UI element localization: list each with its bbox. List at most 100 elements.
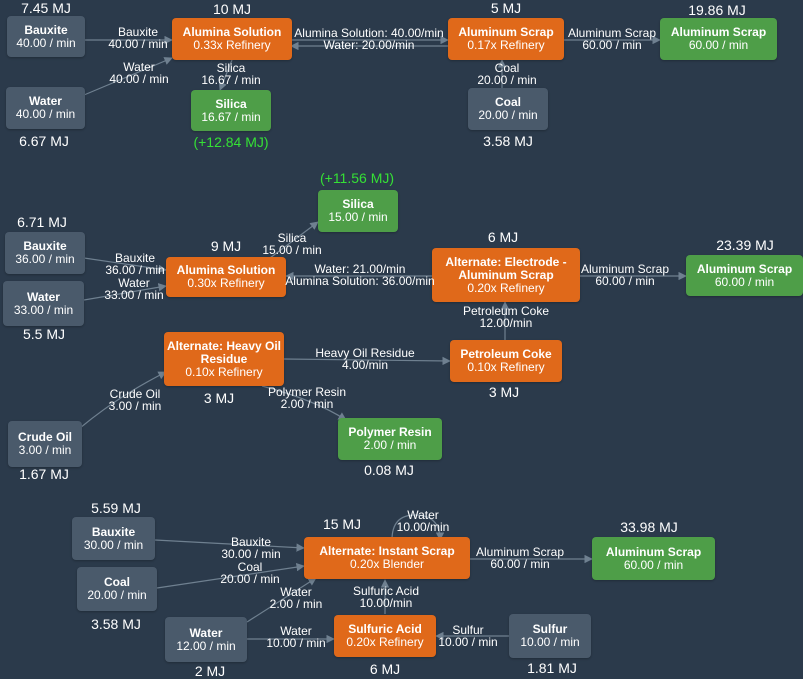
node-title: Aluminum Scrap xyxy=(458,25,554,39)
node-title: Alumina Solution xyxy=(182,25,282,39)
energy-scrap-1: 5 MJ xyxy=(490,0,522,16)
node-rate: 60.00 / min xyxy=(714,274,775,289)
edge-label-e7: Silica 15.00 / min xyxy=(262,231,322,257)
node-rate: 2.00 / min xyxy=(363,438,417,452)
node-water-3[interactable]: Water 12.00 / min xyxy=(165,617,247,662)
edge-water-to-instant xyxy=(246,577,317,623)
energy-sulfur: 1.81 MJ xyxy=(527,660,577,676)
edge-label-e17: Coal 20.00 / min xyxy=(220,560,280,586)
node-recipe: 0.33x Refinery xyxy=(193,38,271,52)
node-aluminum-scrap-output-3[interactable]: Aluminum Scrap 60.00 / min xyxy=(592,537,715,580)
node-silica-2[interactable]: Silica 15.00 / min xyxy=(318,190,398,232)
edge-coal-to-instant xyxy=(156,562,305,589)
node-title: Bauxite xyxy=(91,524,136,539)
node-recipe: 0.20x Refinery xyxy=(346,635,424,649)
node-sulfuric-acid[interactable]: Sulfuric Acid 0.20x Refinery xyxy=(334,615,436,657)
energy-heavy-oil-residue: 3 MJ xyxy=(203,390,235,406)
node-rate: 33.00 / min xyxy=(13,302,74,317)
node-title: Polymer Resin xyxy=(348,425,432,439)
node-silica-1[interactable]: Silica 16.67 / min xyxy=(191,90,271,131)
node-title: Alternate: Electrode - Aluminum Scrap xyxy=(445,254,567,282)
node-title: Water xyxy=(27,289,60,304)
node-crude-oil[interactable]: Crude Oil 3.00 / min xyxy=(8,421,82,467)
node-bauxite-3[interactable]: Bauxite 30.00 / min xyxy=(72,517,155,560)
node-title: Aluminum Scrap xyxy=(605,544,702,559)
edge-label-e22: Water 10.00 / min xyxy=(266,624,326,650)
node-alumina-solution-2[interactable]: Alumina Solution 0.30x Refinery xyxy=(166,257,286,297)
node-title: Coal xyxy=(103,575,130,589)
energy-bauxite-1: 7.45 MJ xyxy=(21,0,71,16)
edge-heavyoil-to-petcoke xyxy=(283,356,451,366)
edge-instant-water-loop xyxy=(391,514,445,541)
edge-label-e11: Aluminum Scrap 60.00 / min xyxy=(580,262,670,288)
edge-alumina-to-silica-1 xyxy=(218,59,233,91)
node-aluminum-scrap-output-2[interactable]: Aluminum Scrap 60.00 / min xyxy=(686,255,803,296)
edge-label-e6: Aluminum Scrap 60.00 / min xyxy=(567,26,657,52)
edge-water-to-alumina-1 xyxy=(83,57,173,96)
energy-silica-1: (+12.84 MJ) xyxy=(193,134,269,150)
edge-label-e15: Polymer Resin 2.00 / min xyxy=(267,385,347,411)
node-polymer-resin[interactable]: Polymer Resin 2.00 / min xyxy=(338,418,442,460)
node-sulfur[interactable]: Sulfur 10.00 / min xyxy=(509,614,591,658)
energy-coal-1: 3.58 MJ xyxy=(483,133,533,149)
edge-alumina-to-silica-2 xyxy=(269,221,319,259)
node-recipe: 0.17x Refinery xyxy=(467,38,545,52)
node-rate: 15.00 / min xyxy=(328,210,388,224)
node-aluminum-scrap-recipe-1[interactable]: Aluminum Scrap 0.17x Refinery xyxy=(448,18,564,60)
energy-petroleum-coke: 3 MJ xyxy=(488,384,520,400)
energy-water-2: 5.5 MJ xyxy=(22,326,66,342)
node-rate: 40.00 / min xyxy=(16,35,76,50)
energy-aluminum-scrap-output-2: 23.39 MJ xyxy=(716,237,774,253)
energy-instant-scrap: 15 MJ xyxy=(322,516,362,532)
node-coal-1[interactable]: Coal 20.00 / min xyxy=(468,88,548,130)
node-bauxite-1[interactable]: Bauxite 40.00 / min xyxy=(7,16,85,57)
node-rate: 60.00 / min xyxy=(688,38,749,52)
edge-label-e8: Bauxite 36.00 / min xyxy=(105,251,165,277)
energy-coal-3: 3.58 MJ xyxy=(91,616,141,632)
node-heavy-oil-residue[interactable]: Alternate: Heavy Oil Residue 0.10x Refin… xyxy=(164,332,284,386)
edge-label-e4: Alumina Solution: 40.00/min Water: 20.00/… xyxy=(294,26,444,52)
node-instant-scrap[interactable]: Alternate: Instant Scrap 0.20x Blender xyxy=(304,537,470,579)
node-water-2[interactable]: Water 33.00 / min xyxy=(3,281,84,326)
node-title: Aluminum Scrap xyxy=(696,261,793,276)
node-title: Petroleum Coke xyxy=(460,347,552,361)
energy-bauxite-2: 6.71 MJ xyxy=(17,214,67,230)
node-bauxite-2[interactable]: Bauxite 36.00 / min xyxy=(5,232,85,274)
node-title: Bauxite xyxy=(24,22,68,37)
edge-label-e5: Coal 20.00 / min xyxy=(477,61,537,87)
node-rate: 20.00 / min xyxy=(478,108,538,122)
edge-label-e3: Silica 16.67 / min xyxy=(201,61,261,87)
energy-aluminum-scrap-output-1: 19.86 MJ xyxy=(688,2,746,18)
node-title: Silica xyxy=(342,197,374,211)
edge-label-e9: Water 33.00 / min xyxy=(104,276,164,302)
edge-crudeoil-to-heavyoil xyxy=(79,371,167,429)
edge-heavyoil-to-polymer xyxy=(261,385,347,421)
node-water-1[interactable]: Water 40.00 / min xyxy=(6,87,85,129)
edge-label-e1: Bauxite 40.00 / min xyxy=(108,25,168,51)
edge-label-e16: Bauxite 30.00 / min xyxy=(221,535,281,561)
edge-label-e2: Water 40.00 / min xyxy=(109,60,169,86)
node-title: Crude Oil xyxy=(17,430,72,444)
node-rate: 36.00 / min xyxy=(15,252,75,266)
edge-label-e23: Sulfur 10.00 / min xyxy=(438,623,498,649)
node-alumina-solution-1[interactable]: Alumina Solution 0.33x Refinery xyxy=(172,18,292,60)
node-aluminum-scrap-output-1[interactable]: Aluminum Scrap 60.00 / min xyxy=(660,18,777,60)
node-electrode-aluminum-scrap[interactable]: Alternate: Electrode - Aluminum Scrap 0.… xyxy=(432,248,580,302)
energy-polymer-resin: 0.08 MJ xyxy=(364,462,414,478)
node-rate: 3.00 / min xyxy=(18,443,72,457)
edge-bauxite-to-instant xyxy=(154,539,305,552)
node-coal-3[interactable]: Coal 20.00 / min xyxy=(77,567,157,611)
node-title: Water xyxy=(29,94,62,108)
node-title: Alternate: Heavy Oil Residue xyxy=(166,338,282,366)
node-rate: 20.00 / min xyxy=(87,588,147,602)
energy-crude-oil: 1.67 MJ xyxy=(19,466,69,482)
energy-sulfuric-acid: 6 MJ xyxy=(369,661,401,677)
edge-label-e10: Water: 21.00/min Alumina Solution: 36.00/… xyxy=(285,262,435,288)
node-title: Sulfur xyxy=(532,622,568,636)
node-petroleum-coke[interactable]: Petroleum Coke 0.10x Refinery xyxy=(450,340,562,382)
node-recipe: 0.20x Blender xyxy=(349,557,425,571)
node-recipe: 0.30x Refinery xyxy=(187,276,265,290)
node-recipe: 0.10x Refinery xyxy=(467,360,545,374)
energy-electrode: 6 MJ xyxy=(487,229,519,245)
node-title: Sulfuric Acid xyxy=(348,622,422,636)
